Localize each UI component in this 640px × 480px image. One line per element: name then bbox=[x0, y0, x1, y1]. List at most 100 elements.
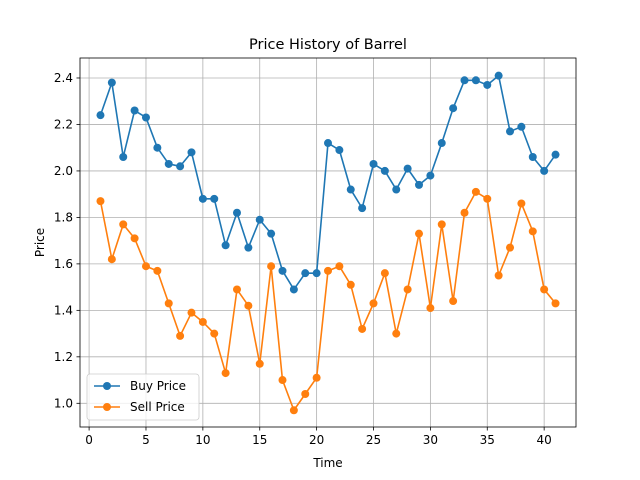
buy-price-point bbox=[506, 127, 515, 136]
buy-price-point bbox=[301, 269, 310, 278]
y-tick-label: 2.4 bbox=[54, 71, 73, 85]
buy-price-point bbox=[164, 159, 173, 168]
grid bbox=[80, 58, 576, 427]
buy-price-point bbox=[494, 71, 503, 80]
buy-price-point bbox=[130, 106, 139, 115]
y-tick-label: 1.2 bbox=[54, 350, 73, 364]
sell-price-point bbox=[437, 220, 446, 229]
sell-price-point bbox=[494, 271, 503, 280]
sell-price-point bbox=[301, 390, 310, 399]
sell-price-point bbox=[119, 220, 128, 229]
sell-price-series bbox=[96, 187, 560, 415]
x-tick-label: 10 bbox=[195, 433, 210, 447]
sell-price-point bbox=[415, 229, 424, 238]
buy-price-point bbox=[392, 185, 401, 194]
x-axis-label: Time bbox=[312, 456, 342, 470]
x-tick-label: 20 bbox=[309, 433, 324, 447]
buy-price-point bbox=[358, 204, 367, 213]
series-group bbox=[96, 71, 560, 415]
sell-price-point bbox=[380, 269, 389, 278]
buy-price-series bbox=[96, 71, 560, 294]
sell-price-point bbox=[540, 285, 549, 294]
buy-price-point bbox=[187, 148, 196, 157]
x-tick-label: 35 bbox=[480, 433, 495, 447]
buy-price-point bbox=[460, 76, 469, 85]
buy-price-point bbox=[540, 166, 549, 175]
sell-price-point bbox=[244, 301, 253, 310]
buy-price-point bbox=[517, 122, 526, 131]
buy-price-point bbox=[221, 241, 230, 250]
sell-price-point bbox=[221, 369, 230, 378]
legend-buy-price-label: Buy Price bbox=[130, 379, 186, 393]
buy-price-point bbox=[528, 152, 537, 161]
sell-price-point bbox=[96, 197, 105, 206]
buy-price-point bbox=[176, 162, 185, 171]
buy-price-point bbox=[437, 139, 446, 148]
x-tick-label: 0 bbox=[85, 433, 93, 447]
buy-price-point bbox=[153, 143, 162, 152]
buy-price-point bbox=[141, 113, 150, 122]
sell-price-point bbox=[528, 227, 537, 236]
sell-price-point bbox=[107, 255, 116, 264]
buy-price-point bbox=[335, 146, 344, 155]
y-tick-label: 1.4 bbox=[54, 304, 73, 318]
sell-price-point bbox=[358, 324, 367, 333]
buy-price-point bbox=[119, 152, 128, 161]
sell-price-point bbox=[187, 308, 196, 317]
sell-price-point bbox=[153, 266, 162, 275]
sell-price-point bbox=[483, 194, 492, 203]
buy-price-point bbox=[551, 150, 560, 159]
buy-price-point bbox=[278, 266, 287, 275]
sell-price-point bbox=[198, 317, 207, 326]
sell-price-point bbox=[312, 373, 321, 382]
legend-sell-price-marker bbox=[103, 403, 111, 411]
legend-buy-price-marker bbox=[103, 382, 111, 390]
sell-price-point bbox=[289, 406, 298, 415]
chart-title: Price History of Barrel bbox=[249, 37, 407, 53]
sell-price-point bbox=[176, 331, 185, 340]
x-tick-label: 15 bbox=[252, 433, 267, 447]
axis-ticks: 0 5 10 15 20 25 30 35 40 1.0 1.2 1.4 1.6 1.8 2.0 2.2 2.4 bbox=[54, 71, 552, 447]
legend-sell-price-label: Sell Price bbox=[130, 400, 185, 414]
sell-price-point bbox=[130, 234, 139, 243]
sell-price-point bbox=[506, 243, 515, 252]
buy-price-point bbox=[96, 111, 105, 120]
sell-price-point bbox=[267, 262, 276, 271]
y-tick-label: 1.6 bbox=[54, 257, 73, 271]
y-tick-label: 1.0 bbox=[54, 396, 73, 410]
sell-price-point bbox=[392, 329, 401, 338]
x-tick-label: 25 bbox=[366, 433, 381, 447]
sell-price-point bbox=[471, 187, 480, 196]
sell-price-point bbox=[551, 299, 560, 308]
sell-price-point bbox=[426, 304, 435, 313]
sell-price-point bbox=[517, 199, 526, 208]
y-tick-label: 1.8 bbox=[54, 211, 73, 225]
buy-price-point bbox=[267, 229, 276, 238]
sell-price-point bbox=[335, 262, 344, 271]
buy-price-point bbox=[369, 159, 378, 168]
y-tick-label: 2.0 bbox=[54, 164, 73, 178]
buy-price-point bbox=[312, 269, 321, 278]
y-axis-label: Price bbox=[33, 228, 47, 257]
legend: Buy Price Sell Price bbox=[86, 373, 200, 421]
buy-price-point bbox=[198, 194, 207, 203]
buy-price-point bbox=[289, 285, 298, 294]
buy-price-point bbox=[255, 215, 264, 224]
y-tick-label: 2.2 bbox=[54, 118, 73, 132]
x-tick-label: 40 bbox=[537, 433, 552, 447]
sell-price-point bbox=[346, 280, 355, 289]
buy-price-point bbox=[232, 208, 241, 217]
sell-price-point bbox=[141, 262, 150, 271]
sell-price-point bbox=[460, 208, 469, 217]
buy-price-point bbox=[107, 78, 116, 87]
buy-price-point bbox=[483, 80, 492, 89]
sell-price-point bbox=[255, 359, 264, 368]
sell-price-point bbox=[278, 376, 287, 385]
x-tick-label: 30 bbox=[423, 433, 438, 447]
sell-price-point bbox=[403, 285, 412, 294]
buy-price-point bbox=[403, 164, 412, 173]
buy-price-point bbox=[471, 76, 480, 85]
buy-price-point bbox=[415, 180, 424, 189]
buy-price-point bbox=[380, 166, 389, 175]
